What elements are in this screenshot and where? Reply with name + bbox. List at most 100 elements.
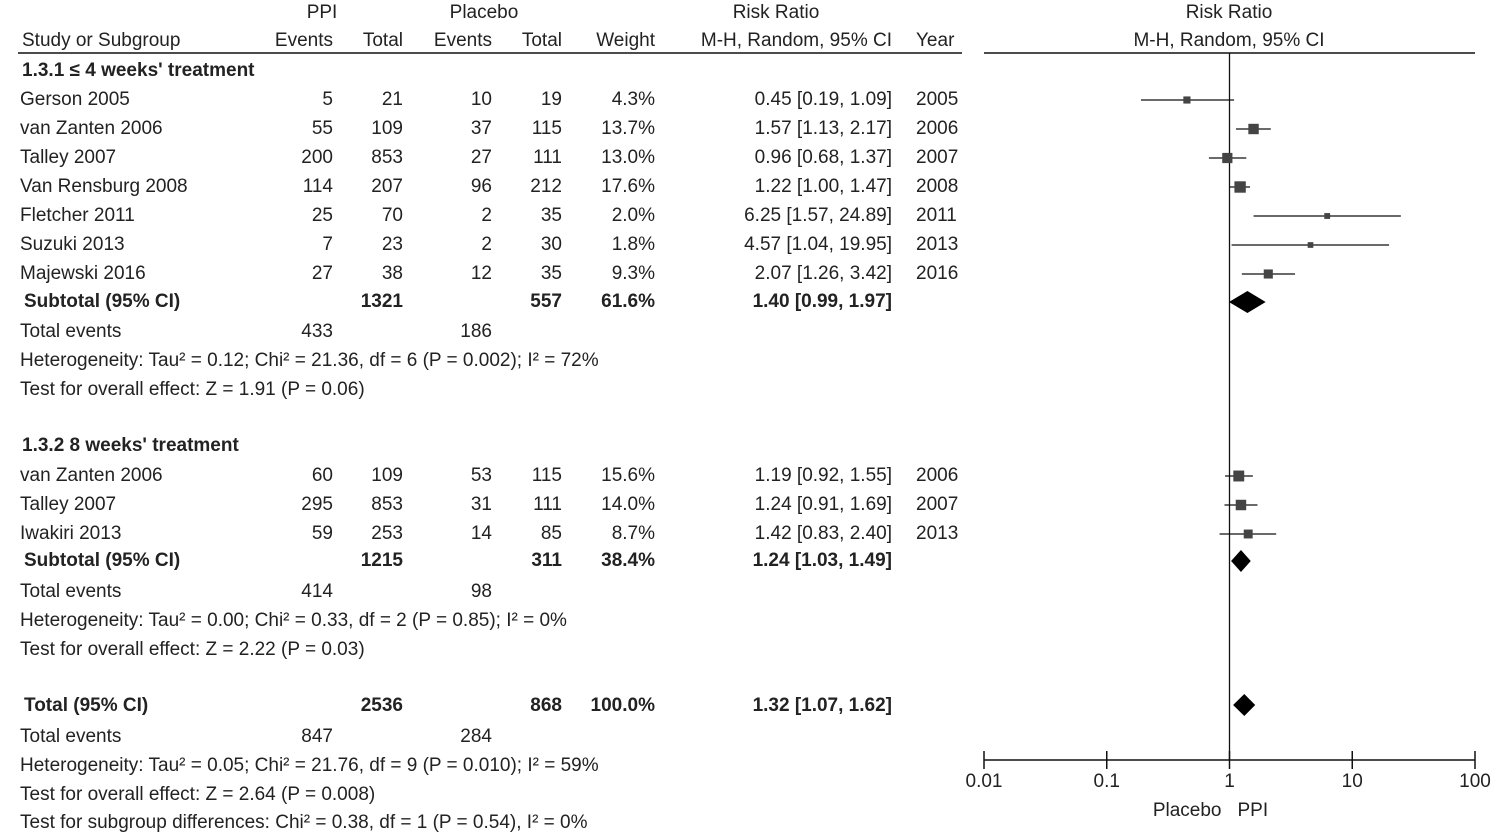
sg1-overall: Test for overall effect: Z = 1.91 (P = 0… xyxy=(20,379,365,400)
sg1-study-5-total-placebo: 30 xyxy=(540,234,562,255)
pooled-diamond-1 xyxy=(1231,550,1251,572)
sg1-study-4-total-placebo: 35 xyxy=(540,205,562,226)
sg1-heterogeneity: Heterogeneity: Tau² = 0.12; Chi² = 21.36… xyxy=(20,350,599,371)
header-risk-ratio: Risk Ratio xyxy=(732,2,820,23)
header-total-placebo: Total xyxy=(521,30,562,51)
sg1-study-0-events-placebo: 10 xyxy=(470,89,492,110)
total-heterogeneity: Heterogeneity: Tau² = 0.05; Chi² = 21.76… xyxy=(20,755,599,776)
sg1-subtotal-weight: 61.6% xyxy=(601,291,655,312)
study-estimate-2 xyxy=(1222,152,1233,164)
sg1-study-5-total-ppi: 23 xyxy=(381,234,403,255)
sg1-study-4-events-placebo: 2 xyxy=(481,205,492,226)
sg1-subtotal-ci: 1.40 [0.99, 1.97] xyxy=(752,291,892,312)
sg1-study-2-name: Talley 2007 xyxy=(20,147,117,168)
sg2-study-1-total-ppi: 853 xyxy=(371,494,403,515)
study-estimate-9 xyxy=(1243,529,1253,539)
x-tick-label-0: 0.01 xyxy=(966,771,1003,792)
sg1-study-0-events-ppi: 5 xyxy=(322,89,333,110)
sg2-study-1-total-placebo: 111 xyxy=(533,494,562,515)
sg2-study-0-ci: 1.19 [0.92, 1.55] xyxy=(754,465,892,486)
sg1-study-5-year: 2013 xyxy=(916,234,959,255)
sg2-study-0-total-ppi: 109 xyxy=(371,465,403,486)
sg1-study-6-total-ppi: 38 xyxy=(381,263,403,284)
sg1-study-1-year: 2006 xyxy=(916,118,959,139)
study-estimate-8 xyxy=(1235,499,1247,511)
sg2-events-events-ppi: 414 xyxy=(301,581,333,602)
sg2-study-2-weight: 8.7% xyxy=(611,523,655,544)
header-ppi: PPI xyxy=(306,2,338,23)
sg2-subtotal-weight: 38.4% xyxy=(601,550,655,571)
sg2-study-1-year: 2007 xyxy=(916,494,959,515)
total-label: Total (95% CI) xyxy=(24,695,149,716)
sg2-events-label: Total events xyxy=(20,581,122,602)
sg1-study-3-weight: 17.6% xyxy=(601,176,655,197)
sg2-subtotal-label: Subtotal (95% CI) xyxy=(24,550,181,571)
sg2-study-0-events-placebo: 53 xyxy=(470,465,492,486)
x-tick-label-1: 0.1 xyxy=(1094,771,1120,792)
favours-ppi-label: PPI xyxy=(1238,800,1269,821)
sg2-study-2-events-ppi: 59 xyxy=(311,523,333,544)
sg1-study-0-ci: 0.45 [0.19, 1.09] xyxy=(754,89,892,110)
header-events-placebo: Events xyxy=(433,30,492,51)
header-plot-risk-ratio: Risk Ratio xyxy=(1185,2,1273,23)
study-estimate-4 xyxy=(1324,213,1331,219)
sg1-study-6-ci: 2.07 [1.26, 3.42] xyxy=(754,263,892,284)
sg1-study-5-events-placebo: 2 xyxy=(481,234,492,255)
subgroup-1-title: 1.3.1 ≤ 4 weeks' treatment xyxy=(22,60,255,81)
subgroup-2-title: 1.3.2 8 weeks' treatment xyxy=(22,435,239,456)
study-estimate-0 xyxy=(1183,96,1191,104)
sg1-study-3-ci: 1.22 [1.00, 1.47] xyxy=(754,176,892,197)
sg1-study-1-weight: 13.7% xyxy=(601,118,655,139)
sg1-study-6-total-placebo: 35 xyxy=(540,263,562,284)
total-ci: 1.32 [1.07, 1.62] xyxy=(752,695,892,716)
header-total-ppi: Total xyxy=(362,30,403,51)
sg2-study-1-events-placebo: 31 xyxy=(470,494,492,515)
sg1-study-2-ci: 0.96 [0.68, 1.37] xyxy=(754,147,892,168)
sg2-overall: Test for overall effect: Z = 2.22 (P = 0… xyxy=(20,639,365,660)
sg1-study-1-ci: 1.57 [1.13, 2.17] xyxy=(754,118,892,139)
x-tick-label-2: 1 xyxy=(1224,771,1235,792)
x-tick-label-3: 10 xyxy=(1342,771,1363,792)
sg2-events-events-placebo: 98 xyxy=(470,581,492,602)
sg1-study-5-ci: 4.57 [1.04, 19.95] xyxy=(744,234,892,255)
pooled-diamond-2 xyxy=(1233,694,1256,716)
sg1-study-2-total-ppi: 853 xyxy=(371,147,403,168)
sg1-study-0-total-ppi: 21 xyxy=(381,89,403,110)
sg2-study-2-total-ppi: 253 xyxy=(371,523,403,544)
header-weight: Weight xyxy=(596,30,655,51)
sg1-study-4-ci: 6.25 [1.57, 24.89] xyxy=(744,205,892,226)
header-year: Year xyxy=(916,30,955,51)
sg1-study-1-name: van Zanten 2006 xyxy=(20,118,163,139)
sg2-study-0-total-placebo: 115 xyxy=(531,465,562,486)
sg1-subtotal-total-placebo: 557 xyxy=(530,291,562,312)
sg1-study-5-weight: 1.8% xyxy=(611,234,655,255)
sg2-study-1-weight: 14.0% xyxy=(601,494,655,515)
sg1-study-2-year: 2007 xyxy=(916,147,959,168)
study-estimate-1 xyxy=(1248,123,1259,135)
sg1-study-4-total-ppi: 70 xyxy=(381,205,403,226)
total-total-ppi: 2536 xyxy=(360,695,403,716)
sg2-study-0-weight: 15.6% xyxy=(601,465,655,486)
favours-placebo-label: Placebo xyxy=(1153,800,1222,821)
total-events-label: Total events xyxy=(20,726,122,747)
sg1-study-1-events-placebo: 37 xyxy=(470,118,492,139)
sg1-study-6-weight: 9.3% xyxy=(611,263,655,284)
header-study: Study or Subgroup xyxy=(22,30,181,51)
study-estimate-6 xyxy=(1263,269,1273,279)
study-estimate-3 xyxy=(1234,181,1246,193)
sg2-study-1-name: Talley 2007 xyxy=(20,494,117,515)
sg1-study-6-events-placebo: 12 xyxy=(470,263,492,284)
sg1-study-1-events-ppi: 55 xyxy=(311,118,333,139)
sg1-study-2-weight: 13.0% xyxy=(601,147,655,168)
sg1-study-5-name: Suzuki 2013 xyxy=(20,234,125,255)
total-events-events-placebo: 284 xyxy=(460,726,492,747)
sg1-study-3-events-ppi: 114 xyxy=(302,176,333,197)
header-events-ppi: Events xyxy=(274,30,333,51)
total-total-placebo: 868 xyxy=(530,695,562,716)
sg1-study-6-events-ppi: 27 xyxy=(311,263,333,284)
total-subgroup-diff: Test for subgroup differences: Chi² = 0.… xyxy=(20,812,588,833)
sg1-subtotal-total-ppi: 1321 xyxy=(360,291,403,312)
sg1-study-3-total-ppi: 207 xyxy=(371,176,403,197)
